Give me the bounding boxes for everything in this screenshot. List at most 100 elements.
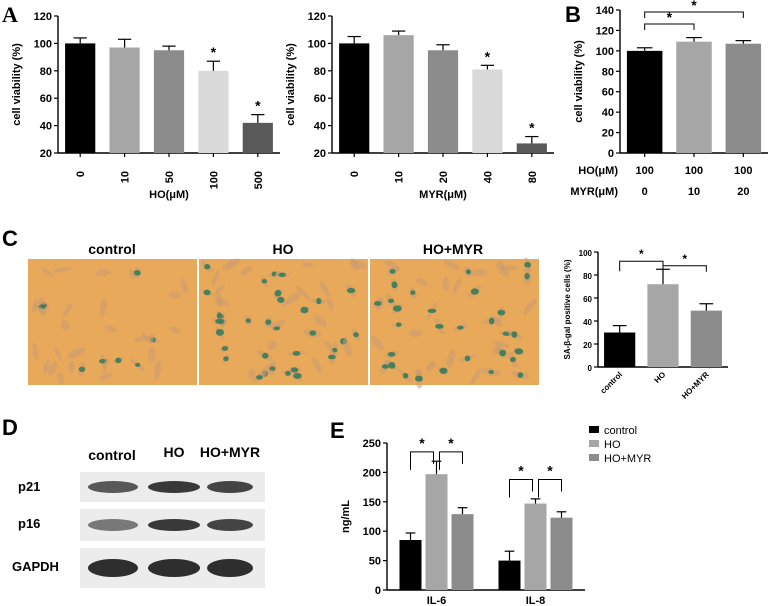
- legend-swatch: [589, 426, 599, 433]
- y-tick-label: 80: [583, 272, 592, 281]
- bar: [647, 284, 679, 367]
- significance-mark: *: [419, 435, 425, 451]
- cell-shape: [180, 278, 188, 294]
- legend-label: HO+MYR: [604, 453, 651, 465]
- cell-shape: [41, 267, 53, 276]
- stained-nucleus: [391, 281, 398, 289]
- chart-c-sa-beta-gal: 0 20 40 60 80 100 SA-β-gal positive cells (%) c…: [563, 247, 728, 401]
- stained-nucleus: [274, 289, 282, 297]
- cell-shape: [32, 304, 47, 315]
- stained-nucleus: [514, 348, 524, 355]
- bar: [399, 540, 422, 590]
- cell-shape: [267, 340, 278, 350]
- y-tick-label: 120: [34, 11, 52, 23]
- y-tick-label: 40: [314, 121, 326, 133]
- y-axis-label: ng/mL: [340, 500, 352, 533]
- y-tick-label: 40: [602, 107, 614, 119]
- bar: [153, 50, 185, 153]
- stained-nucleus: [135, 362, 141, 367]
- cell-shape: [99, 372, 113, 380]
- y-tick-label: 0: [608, 148, 614, 160]
- y-tick-label: 60: [314, 93, 326, 105]
- stained-nucleus: [300, 306, 309, 314]
- micrograph-label-control: control: [88, 241, 135, 257]
- y-tick-label: 100: [363, 526, 381, 538]
- stained-nucleus: [387, 298, 395, 303]
- x-tick-label: 50: [164, 171, 176, 183]
- blot-band: [88, 559, 138, 577]
- x-tick-label: 10: [120, 171, 132, 183]
- stained-nucleus: [309, 330, 317, 336]
- stained-nucleus: [524, 272, 530, 280]
- x-tick-label: 100: [208, 171, 220, 189]
- bar: [550, 517, 573, 590]
- y-tick-label: 150: [363, 497, 381, 509]
- bar: [242, 122, 273, 153]
- cell-shape: [350, 260, 367, 270]
- blot-col-control: control: [88, 447, 135, 463]
- cell-shape: [54, 347, 62, 360]
- significance-mark: *: [682, 252, 687, 266]
- significance-bracket: [439, 451, 463, 470]
- cell-shape: [68, 360, 75, 373]
- chart-e-cytokines: 0 50 100 150 200 250 ng/mL IL-6 IL-8 * * * * control H…: [340, 425, 651, 606]
- significance-mark: *: [547, 462, 553, 478]
- y-tick-label: 100: [579, 249, 593, 258]
- cell-shape: [61, 320, 70, 330]
- stained-nucleus: [316, 297, 322, 305]
- y-tick-label: 100: [308, 38, 326, 50]
- stained-nucleus: [269, 366, 276, 371]
- significance-mark: *: [518, 462, 524, 478]
- stained-nucleus: [488, 370, 494, 375]
- cell-shape: [443, 259, 460, 271]
- cell-shape: [51, 266, 72, 273]
- bar: [65, 43, 96, 153]
- bar: [198, 70, 229, 153]
- cell-shape: [285, 292, 301, 305]
- panel-label-e: E: [330, 418, 345, 443]
- bar: [498, 560, 521, 590]
- cell-shape: [442, 276, 449, 292]
- stained-nucleus: [497, 309, 506, 316]
- cell-shape: [446, 349, 456, 369]
- cell-shape: [62, 302, 74, 318]
- cell-shape: [313, 315, 327, 328]
- stained-nucleus: [353, 332, 359, 338]
- cell-shape: [415, 278, 428, 287]
- stained-nucleus: [510, 356, 516, 363]
- stained-nucleus: [265, 319, 272, 325]
- y-tick-label: 60: [40, 93, 52, 105]
- y-tick-label: 50: [369, 556, 381, 568]
- cell-shape: [43, 359, 50, 373]
- significance-bracket: [410, 451, 434, 470]
- cell-shape: [215, 298, 230, 306]
- stained-nucleus: [470, 288, 479, 295]
- significance-bracket: [538, 478, 562, 498]
- stained-nucleus: [524, 261, 532, 268]
- cell-shape: [492, 340, 510, 348]
- cell-shape: [215, 284, 225, 293]
- blot-row-p16: p16: [18, 516, 40, 531]
- stained-nucleus: [465, 269, 471, 275]
- y-tick-label: 80: [314, 66, 326, 78]
- cell-shape: [99, 298, 107, 318]
- y-axis-label: cell viability (%): [573, 40, 585, 123]
- stained-nucleus: [457, 325, 464, 330]
- row-value: 100: [635, 165, 653, 177]
- cell-shape: [168, 291, 181, 299]
- cell-shape: [499, 264, 520, 271]
- y-tick-label: 20: [602, 128, 614, 140]
- bar: [109, 47, 140, 154]
- stained-nucleus: [346, 287, 356, 294]
- cell-shape: [148, 347, 156, 362]
- bar: [425, 474, 448, 590]
- stained-nucleus: [285, 370, 291, 376]
- y-tick-label: 60: [602, 87, 614, 99]
- panel-label-c: C: [2, 226, 18, 251]
- stained-nucleus: [204, 263, 211, 270]
- significance-mark: *: [529, 120, 535, 136]
- y-tick-label: 0: [375, 585, 381, 597]
- bar: [472, 69, 503, 153]
- stained-nucleus: [427, 308, 437, 313]
